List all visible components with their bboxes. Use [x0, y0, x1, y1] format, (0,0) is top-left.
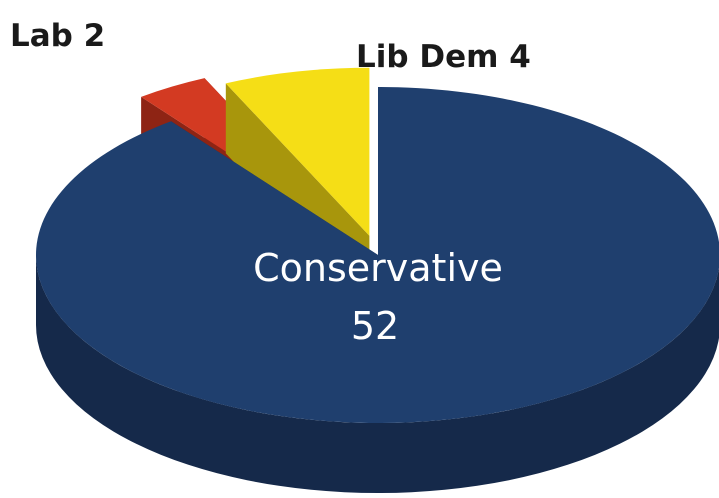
label-lab: Lab 2 — [10, 18, 105, 54]
slice-top-lib-dem — [225, 67, 370, 236]
label-lib-dem: Lib Dem 4 — [356, 39, 531, 75]
slice-conservative — [36, 87, 719, 493]
slice-side-conservative — [36, 255, 719, 493]
label-conservative-name: Conservative — [253, 246, 503, 290]
slices-layer — [36, 67, 719, 493]
label-conservative-value: 52 — [351, 304, 399, 348]
slice-top-conservative — [36, 87, 719, 423]
